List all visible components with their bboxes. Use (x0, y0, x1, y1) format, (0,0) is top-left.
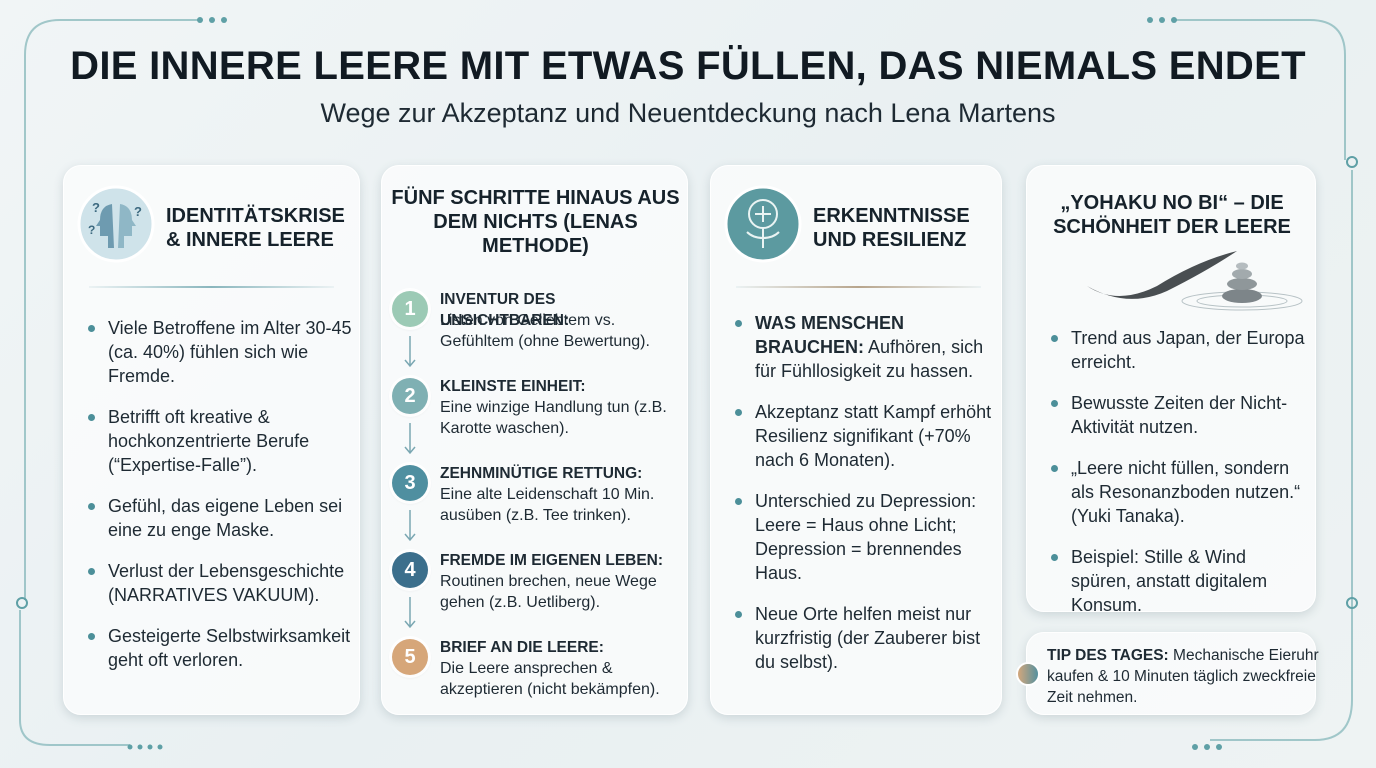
bullet-text: Akzeptanz statt Kampf erhöht Resilienz s… (755, 402, 992, 470)
bullet-item: Unterschied zu Depression: Leere = Haus … (733, 489, 995, 585)
step-heading: ZEHNMINÜTIGE RETTUNG: (440, 465, 643, 482)
tip-box: TIP DES TAGES: Mechanische Eieruhr kaufe… (1016, 632, 1319, 715)
card-title: IDENTITÄTSKRISE & INNERE LEERE (166, 205, 345, 251)
bullet-text: Aufhören, sich für Fühllosigkeit zu hass… (755, 337, 984, 381)
card-title: ERKENNTNISSE UND RESILIENZ (813, 205, 970, 251)
bullet-list: Viele Betroffene im Alter 30-45 (ca. 40%… (86, 316, 356, 689)
bullet-lead: WAS MENSCHEN BRAUCHEN: (755, 313, 905, 357)
step-text: Die Leere ansprechen & akzeptieren (nich… (440, 660, 660, 698)
card: FÜNF SCHRITTE HINAUS AUS DEM NICHTS (LEN… (381, 165, 688, 715)
icon: ? ? ? (77, 185, 155, 263)
step-heading: FREMDE IM EIGENEN LEBEN: (440, 552, 664, 569)
step-number: 1 (392, 291, 428, 327)
bullet-text: Gefühl, das eigene Leben sei eine zu eng… (108, 496, 343, 540)
svg-text:?: ? (88, 223, 95, 237)
bullet-item: Viele Betroffene im Alter 30-45 (ca. 40%… (86, 316, 356, 388)
tip-label: TIP DES TAGES: (1047, 647, 1169, 664)
bullet-list: WAS MENSCHEN BRAUCHEN: Aufhören, sich fü… (733, 311, 995, 691)
bullet-item: Trend aus Japan, der Europa erreicht. (1049, 326, 1311, 374)
bullet-text: „Leere nicht füllen, sondern als Resonan… (1071, 458, 1301, 526)
bullet-text: Gesteigerte Selbstwirksamkeit geht oft v… (108, 626, 351, 670)
step-heading: KLEINSTE EINHEIT: (440, 378, 586, 395)
bullet-text: Verlust der Lebensgeschichte (NARRATIVES… (108, 561, 345, 605)
card: ERKENNTNISSE UND RESILIENZ WAS MENSCHEN … (710, 165, 1002, 715)
tip-body: Mechanische Eieruhr kaufen & 10 Minuten … (1047, 647, 1319, 706)
bullet-text: Trend aus Japan, der Europa erreicht. (1071, 328, 1305, 372)
step: 3 ZEHNMINÜTIGE RETTUNG: Eine alte Leidensc… (392, 465, 682, 535)
bullet-text: Bewusste Zeiten der Nicht-Aktivität nutz… (1071, 393, 1288, 437)
divider (736, 286, 981, 288)
divider (89, 286, 334, 288)
step: 2 KLEINSTE EINHEIT: Eine winzige Handlung … (392, 378, 682, 448)
bullet-list: Trend aus Japan, der Europa erreicht. Bew… (1049, 326, 1311, 634)
subtitle: Wege zur Akzeptanz und Neuentdeckung nac… (320, 98, 1056, 128)
icon (724, 185, 802, 263)
card-title: FÜNF SCHRITTE HINAUS AUS DEM NICHTS (LEN… (391, 187, 680, 257)
bullet-item: Akzeptanz statt Kampf erhöht Resilienz s… (733, 400, 995, 472)
bullet-item: Gefühl, das eigene Leben sei eine zu eng… (86, 494, 356, 542)
main-title: DIE INNERE LEERE MIT ETWAS FÜLLEN, DAS N… (70, 44, 1306, 88)
bullet-item: Beispiel: Stille & Wind spüren, anstatt … (1049, 545, 1311, 617)
bullet-item: WAS MENSCHEN BRAUCHEN: Aufhören, sich fü… (733, 311, 995, 383)
bullet-text: Neue Orte helfen meist nur kurzfristig (… (755, 604, 981, 672)
zen-illustration (1087, 251, 1303, 311)
step-heading: BRIEF AN DIE LEERE: (440, 639, 604, 656)
step-text: Eine winzige Handlung tun (z.B. Karotte … (440, 399, 667, 437)
step: 4 FREMDE IM EIGENEN LEBEN: Routinen breche… (392, 552, 682, 622)
step-number: 4 (392, 552, 428, 588)
bullet-item: Gesteigerte Selbstwirksamkeit geht oft v… (86, 624, 356, 672)
bullet-item: Neue Orte helfen meist nur kurzfristig (… (733, 602, 995, 674)
svg-text:?: ? (92, 200, 100, 215)
card: ? ? ? IDENTITÄTSKRISE & INNERE LEERE Vie… (63, 165, 360, 715)
step-heading: INVENTUR DES UNSICHTBAREN: (440, 291, 570, 329)
bullet-item: Verlust der Lebensgeschichte (NARRATIVES… (86, 559, 356, 607)
bullet-text: Beispiel: Stille & Wind spüren, anstatt … (1071, 547, 1268, 615)
bullet-item: Bewusste Zeiten der Nicht-Aktivität nutz… (1049, 391, 1311, 439)
tip-text: TIP DES TAGES: Mechanische Eieruhr kaufe… (1047, 645, 1319, 708)
svg-text:?: ? (134, 204, 142, 219)
bullet-item: Betrifft oft kreative & hochkonzentriert… (86, 405, 356, 477)
step-connector (404, 336, 416, 629)
step: 1 INVENTUR DES UNSICHTBAREN: Listen von Ge… (392, 291, 682, 361)
step: 5 BRIEF AN DIE LEERE: Die Leere ansprechen… (392, 639, 682, 709)
bullet-text: Unterschied zu Depression: Leere = Haus … (755, 491, 977, 583)
step-text: Eine alte Leidenschaft 10 Min. ausüben (… (440, 486, 655, 524)
card: „YOHAKU NO BI“ – DIE SCHÖNHEIT DER LEERE… (1026, 165, 1316, 615)
step-text: Routinen brechen, neue Wege gehen (z.B. … (440, 573, 657, 611)
bullet-text: Viele Betroffene im Alter 30-45 (ca. 40%… (108, 318, 352, 386)
tip-icon (1016, 662, 1040, 686)
step-number: 2 (392, 378, 428, 414)
card-title: „YOHAKU NO BI“ – DIE SCHÖNHEIT DER LEERE (1053, 192, 1291, 238)
bullet-item: „Leere nicht füllen, sondern als Resonan… (1049, 456, 1311, 528)
bullet-text: Betrifft oft kreative & hochkonzentriert… (108, 407, 310, 475)
step-number: 5 (392, 639, 428, 675)
step-number: 3 (392, 465, 428, 501)
step-text: Listen von Geliebtem vs. Gefühltem (ohne… (440, 312, 650, 350)
